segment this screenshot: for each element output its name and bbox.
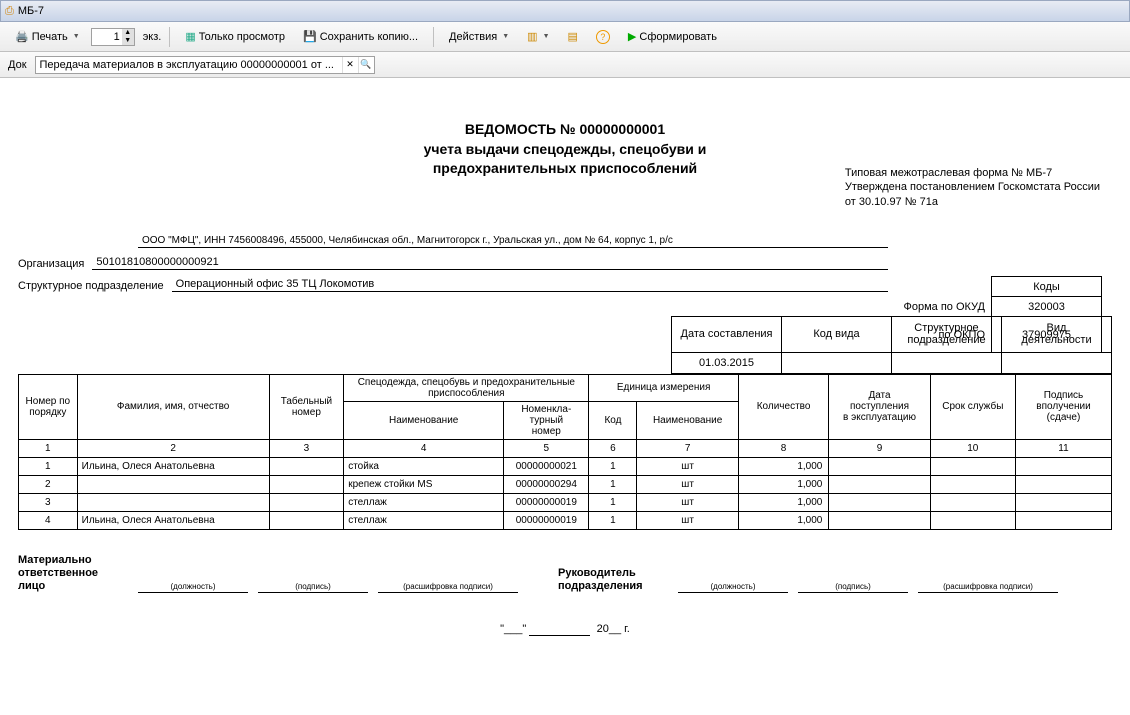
chevron-down-icon: ▼ <box>73 33 80 40</box>
table-row: 4Ильина, Олеся Анатольевнастеллаж0000000… <box>19 511 1112 529</box>
okud-value: 320003 <box>992 297 1102 317</box>
sig-slot: (должность) <box>678 580 788 593</box>
okud-label: Форма по ОКУД <box>898 297 992 317</box>
help-icon: ? <box>596 30 610 44</box>
actions-button[interactable]: Действия ▼ <box>442 28 516 46</box>
window-title: МБ-7 <box>18 5 44 17</box>
th-tab: Табельный номер <box>269 374 344 439</box>
th-fio: Фамилия, имя, отчество <box>77 374 269 439</box>
doc-field[interactable]: ✕ 🔍 <box>35 56 375 74</box>
tool-btn-1[interactable]: ▥▼ <box>520 27 556 46</box>
th-start: Дата поступления в эксплуатацию <box>829 374 930 439</box>
th-spec: Спецодежда, спецобувь и предохранительны… <box>344 374 589 401</box>
main-table: Номер по порядку Фамилия, имя, отчество … <box>18 374 1112 530</box>
table-icon: ▦ <box>185 30 195 43</box>
sig-slot: (подпись) <box>258 580 368 593</box>
doc-row: Док ✕ 🔍 <box>0 52 1130 78</box>
meta-h0: Дата составления <box>672 316 782 352</box>
actions-label: Действия <box>449 31 497 43</box>
spin-down[interactable]: ▼ <box>122 37 134 45</box>
doc-input[interactable] <box>36 59 342 71</box>
chevron-down-icon: ▼ <box>502 33 509 40</box>
title-l1: ВЕДОМОСТЬ № 00000000001 <box>18 120 1112 140</box>
app-icon: ⎙ <box>5 5 14 18</box>
save-copy-label: Сохранить копию... <box>320 31 418 43</box>
approval-block: Типовая межотраслевая форма № МБ-7 Утвер… <box>845 166 1100 209</box>
th-name: Наименование <box>344 401 504 439</box>
view-only-label: Только просмотр <box>199 31 285 43</box>
sig-left: Материальноответственное лицо (должность… <box>18 554 518 594</box>
meta-dept <box>892 352 1002 373</box>
approval-l3: от 30.10.97 № 71а <box>845 195 1100 209</box>
table-row: 1Ильина, Олеся Анатольевнастойка00000000… <box>19 457 1112 475</box>
th-life: Срок службы <box>930 374 1015 439</box>
clear-icon[interactable]: ✕ <box>342 57 358 73</box>
save-icon: 💾 <box>303 30 317 43</box>
dept-label: Структурное подразделение <box>18 280 172 292</box>
meta-act <box>1002 352 1112 373</box>
copies-input[interactable] <box>92 31 122 43</box>
doc-label: Док <box>8 59 27 71</box>
org-prefix: ООО "МФЦ", ИНН 7456008496, 455000, Челяб… <box>138 235 888 248</box>
approval-l2: Утверждена постановлением Госкомстата Ро… <box>845 180 1100 194</box>
codes-block: Коды Форма по ОКУД320003 по ОКПО37909975 <box>898 276 1103 353</box>
approval-l1: Типовая межотраслевая форма № МБ-7 <box>845 166 1100 180</box>
play-icon: ▶ <box>628 30 636 43</box>
print-icon: 🖨️ <box>15 30 29 43</box>
document-page: Типовая межотраслевая форма № МБ-7 Утвер… <box>0 78 1130 646</box>
print-button[interactable]: 🖨️ Печать ▼ <box>8 27 87 46</box>
help-button[interactable]: ? <box>589 27 617 47</box>
generate-button[interactable]: ▶ Сформировать <box>621 27 724 46</box>
tool-btn-2[interactable]: ▤ <box>561 27 585 46</box>
date-footer: "___" 20__ г. <box>18 623 1112 636</box>
signature-row: Материальноответственное лицо (должность… <box>18 554 1112 594</box>
print-label: Печать <box>32 31 68 43</box>
sig-slot: (подпись) <box>798 580 908 593</box>
titlebar: ⎙ МБ-7 <box>0 0 1130 22</box>
sig-slot: (расшифровка подписи) <box>918 580 1058 593</box>
copies-spinner[interactable]: ▲ ▼ <box>91 28 135 46</box>
doc-icon: ▥ <box>527 30 537 43</box>
sig-right: Руководительподразделения (должность) (п… <box>558 554 1058 594</box>
meta-date: 01.03.2015 <box>672 352 782 373</box>
th-qty: Количество <box>738 374 829 439</box>
colnum-row: 1 2 3 4 5 6 7 8 9 10 11 <box>19 439 1112 457</box>
table-row: 3стеллаж000000000191шт1,000 <box>19 493 1112 511</box>
sig-slot: (расшифровка подписи) <box>378 580 518 593</box>
th-nomen: Номенкла- турный номер <box>504 401 589 439</box>
th-sign: Подпись вполучении (сдаче) <box>1015 374 1111 439</box>
copies-suffix: экз. <box>143 31 162 43</box>
search-icon[interactable]: 🔍 <box>358 57 374 73</box>
org-value: 50101810800000000921 <box>92 256 888 270</box>
view-only-button[interactable]: ▦ Только просмотр <box>178 27 292 46</box>
sig-slot: (должность) <box>138 580 248 593</box>
doc-icon: ▤ <box>568 30 578 43</box>
okpo-value: 37909975 <box>992 317 1102 353</box>
dept-value: Операционный офис 35 ТЦ Локомотив <box>172 278 888 292</box>
title-l2: учета выдачи спецодежды, спецобуви и <box>18 140 1112 160</box>
th-num: Номер по порядку <box>19 374 78 439</box>
meta-h1: Код вида <box>782 316 892 352</box>
codes-header: Коды <box>992 277 1102 297</box>
th-code: Код <box>589 401 637 439</box>
table-row: 2крепеж стойки MS000000002941шт1,000 <box>19 475 1112 493</box>
okpo-label: по ОКПО <box>898 317 992 353</box>
meta-kind <box>782 352 892 373</box>
save-copy-button[interactable]: 💾 Сохранить копию... <box>296 27 425 46</box>
toolbar: 🖨️ Печать ▼ ▲ ▼ экз. ▦ Только просмотр 💾… <box>0 22 1130 52</box>
org-label: Организация <box>18 258 92 270</box>
th-uname: Наименование <box>637 401 738 439</box>
th-unit: Единица измерения <box>589 374 738 401</box>
generate-label: Сформировать <box>639 31 717 43</box>
spin-up[interactable]: ▲ <box>122 29 134 37</box>
